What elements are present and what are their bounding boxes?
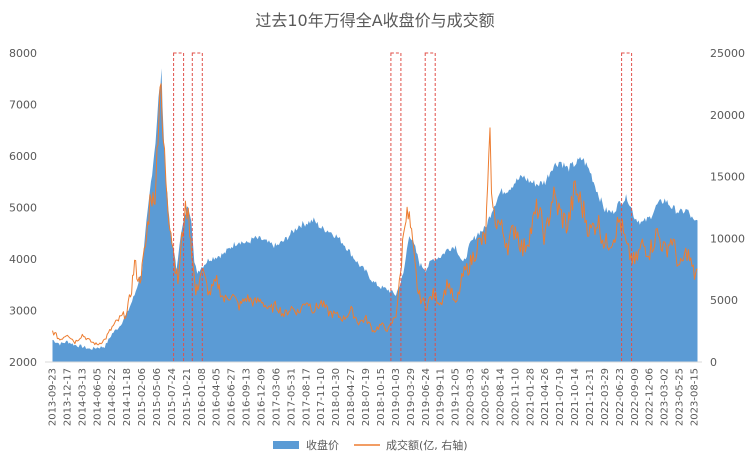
y-left-tick-label: 4000 [9, 253, 37, 266]
x-tick-label: 2015-07-24 [167, 368, 178, 426]
legend-label-volume: 成交额(亿, 右轴) [386, 438, 468, 452]
y-right-tick-label: 5000 [710, 294, 738, 307]
x-tick-label: 2013-09-23 [48, 368, 59, 426]
series-close-price-area [52, 68, 698, 362]
x-tick-label: 2021-10-14 [570, 368, 581, 426]
x-tick-label: 2023-08-15 [690, 368, 701, 426]
x-tick-label: 2016-09-13 [242, 368, 253, 426]
highlight-box-4 [621, 52, 633, 363]
x-tick-label: 2019-12-05 [451, 368, 462, 426]
x-tick-label: 2020-11-10 [510, 368, 521, 426]
legend: 收盘价 成交额(亿, 右轴) [273, 438, 468, 452]
x-tick-label: 2014-03-13 [77, 368, 88, 426]
y-right-tick-label: 25000 [710, 47, 745, 60]
legend-label-close: 收盘价 [306, 438, 339, 452]
y-right-tick-label: 0 [710, 356, 717, 369]
y-right-tick-label: 15000 [710, 171, 745, 184]
x-tick-label: 2019-06-24 [421, 368, 432, 426]
x-tick-label: 2017-05-31 [286, 368, 297, 426]
x-tick-label: 2015-02-06 [137, 368, 148, 426]
highlight-box-3 [424, 52, 436, 363]
chart-title: 过去10年万得全A收盘价与成交额 [255, 11, 494, 30]
x-tick-label: 2018-10-15 [376, 368, 387, 426]
x-tick-label: 2018-04-27 [346, 368, 357, 426]
x-tick-label: 2023-03-02 [660, 368, 671, 426]
y-left-tick-label: 3000 [9, 305, 37, 318]
highlight-box-1 [191, 52, 203, 363]
x-tick-label: 2019-09-11 [436, 368, 447, 426]
legend-swatch-close [273, 441, 299, 449]
x-tick-label: 2014-06-05 [92, 368, 103, 426]
x-tick-label: 2022-09-09 [630, 368, 641, 426]
x-tick-label: 2017-11-10 [316, 368, 327, 426]
y-left-tick-label: 5000 [9, 202, 37, 215]
y-left-tick-label: 6000 [9, 150, 37, 163]
x-tick-label: 2022-06-23 [615, 368, 626, 426]
x-tick-label: 2020-05-26 [481, 368, 492, 426]
x-tick-label: 2017-08-17 [301, 368, 312, 426]
x-tick-label: 2021-12-31 [585, 368, 596, 426]
highlight-box-0 [173, 52, 185, 363]
x-tick-label: 2017-03-06 [271, 368, 282, 426]
x-tick-label: 2015-10-21 [182, 368, 193, 426]
y-left-tick-label: 2000 [9, 356, 37, 369]
x-tick-label: 2022-12-06 [645, 368, 656, 426]
x-tick-label: 2021-07-19 [555, 368, 566, 426]
x-tick-label: 2022-03-29 [600, 368, 611, 426]
x-tick-label: 2019-01-03 [391, 368, 402, 426]
x-tick-label: 2015-05-06 [152, 368, 163, 426]
plot-area [52, 52, 698, 363]
x-tick-label: 2018-07-19 [361, 368, 372, 426]
x-tick-label: 2018-01-30 [331, 368, 342, 426]
x-tick-label: 2016-12-09 [257, 368, 268, 426]
x-tick-label: 2021-01-28 [525, 368, 536, 426]
y-right-tick-label: 20000 [710, 109, 745, 122]
x-tick-label: 2016-06-27 [227, 368, 238, 426]
x-tick-label: 2013-12-17 [62, 368, 73, 426]
x-tick-label: 2020-08-14 [495, 368, 506, 426]
y-left-tick-label: 8000 [9, 47, 37, 60]
x-tick-label: 2021-04-26 [540, 368, 551, 426]
y-right-tick-label: 10000 [710, 232, 745, 245]
x-tick-label: 2020-03-03 [466, 368, 477, 426]
axes: 2000 3000 4000 5000 6000 7000 8000 0 5000 10000 15… [9, 47, 745, 426]
x-tick-label: 2016-04-05 [212, 368, 223, 426]
highlight-box-2 [390, 52, 402, 363]
y-left-tick-label: 7000 [9, 99, 37, 112]
x-tick-label: 2014-08-22 [107, 368, 118, 426]
x-tick-label: 2014-11-18 [122, 368, 133, 426]
x-tick-label: 2019-03-29 [406, 368, 417, 426]
x-tick-label: 2023-05-25 [675, 368, 686, 426]
series-volume-line [52, 83, 698, 346]
x-tick-label: 2016-01-08 [197, 368, 208, 426]
